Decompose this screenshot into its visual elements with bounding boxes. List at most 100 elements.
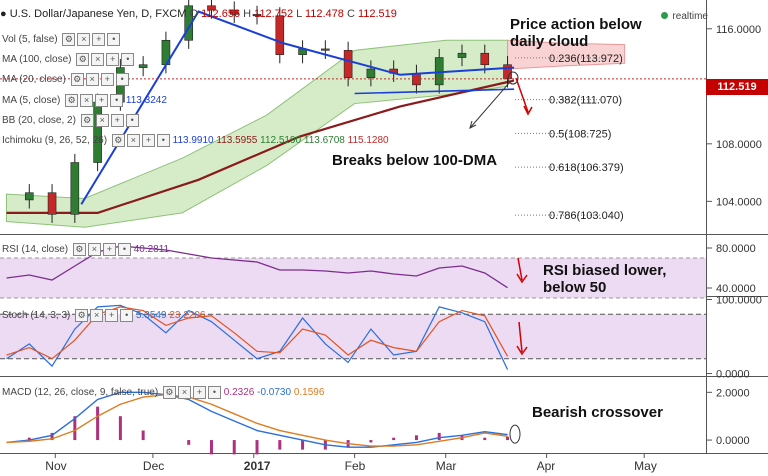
candle-body: [321, 48, 330, 51]
fib-level-label: 0.382(111.070): [549, 95, 622, 107]
rsi-line: [6, 245, 508, 289]
legend-macd[interactable]: MACD (12, 26, close, 9, false, true) ⚙ × +…: [2, 386, 324, 399]
rsi-band: [0, 258, 706, 298]
y-tick-label: 116.0000: [716, 24, 761, 36]
candle-body: [275, 15, 285, 55]
settings-icon[interactable]: ⚙: [76, 53, 90, 66]
pair-title: U.S. Dollar/Japanese Yen, D, FXCM: [9, 8, 187, 20]
ichimoku-value-spanA: 113.6708: [303, 135, 345, 147]
close-icon[interactable]: ×: [91, 53, 105, 66]
candle-body: [343, 50, 353, 78]
settings-icon[interactable]: ⚙: [75, 309, 89, 322]
candle-body: [47, 192, 57, 215]
annotation-breaks-ma100: Breaks below 100-DMA: [332, 152, 498, 169]
settings-icon[interactable]: ⚙: [65, 94, 79, 107]
more-icon[interactable]: •: [117, 243, 131, 256]
macd-signal-line: [6, 394, 508, 447]
macd-value: -0.0730: [257, 387, 292, 399]
settings-icon[interactable]: ⚙: [70, 73, 84, 86]
stoch-arrow: [516, 321, 528, 356]
more-icon[interactable]: •: [120, 309, 134, 322]
x-tick-label: Nov: [45, 459, 66, 473]
settings-icon[interactable]: ⚙: [62, 33, 76, 46]
low-label: L: [296, 8, 302, 20]
macd-signal-value: 0.1596: [293, 387, 325, 399]
candle-body: [24, 192, 34, 201]
close-icon[interactable]: ×: [85, 73, 99, 86]
legend-ma5[interactable]: MA (5, close) ⚙ × + • 113.3242: [2, 94, 167, 107]
add-icon[interactable]: +: [110, 114, 124, 127]
close-icon[interactable]: ×: [77, 33, 91, 46]
rsi-value: 40.2811: [133, 244, 170, 256]
more-icon[interactable]: •: [207, 386, 221, 399]
highlight-circle: [507, 71, 519, 85]
crossover-circle: [509, 424, 521, 444]
fib-level-label: 0.236(113.972): [549, 53, 623, 65]
x-tick-label: May: [634, 459, 657, 473]
macd-hist-value: 0.2326: [223, 387, 255, 399]
fib-level-label: 0.5(108.725): [549, 128, 611, 140]
legend-ichimoku[interactable]: Ichimoku (9, 26, 52, 26) ⚙ × + • 113.9910 1…: [2, 134, 389, 147]
settings-icon[interactable]: ⚙: [162, 386, 176, 399]
x-tick-label: Apr: [537, 459, 556, 473]
more-icon[interactable]: •: [125, 114, 139, 127]
annotation-rsi: RSI biased lower, below 50: [543, 262, 667, 296]
add-icon[interactable]: +: [141, 134, 155, 147]
legend-ma20[interactable]: MA (20, close) ⚙ × + •: [2, 73, 129, 86]
legend-ma100-label: MA (100, close): [2, 54, 72, 66]
candle-body: [252, 14, 262, 17]
annotation-price-action: Price action below daily cloud: [510, 16, 642, 50]
fib-level-label: 0.786(103.040): [549, 210, 624, 222]
add-icon[interactable]: +: [192, 386, 206, 399]
more-icon[interactable]: •: [110, 94, 124, 107]
y-tick-label: 2.0000: [716, 387, 750, 399]
close-icon[interactable]: ×: [177, 386, 191, 399]
ma5-value: 113.3242: [125, 95, 167, 107]
candle-body: [138, 64, 148, 68]
bearish-arrow: [515, 77, 529, 113]
legend-ma100[interactable]: MA (100, close) ⚙ × + •: [2, 53, 135, 66]
close-icon[interactable]: ×: [87, 243, 101, 256]
add-icon[interactable]: +: [92, 33, 106, 46]
flag-icon: ●: [0, 8, 7, 20]
close-icon[interactable]: ×: [80, 94, 94, 107]
settings-icon[interactable]: ⚙: [72, 243, 86, 256]
open-value: 112.656: [201, 8, 241, 20]
y-tick-label: 100.0000: [716, 294, 762, 306]
add-icon[interactable]: +: [106, 53, 120, 66]
close-icon[interactable]: ×: [90, 309, 104, 322]
close-icon[interactable]: ×: [126, 134, 140, 147]
stoch-k-line: [6, 304, 509, 370]
legend-rsi[interactable]: RSI (14, close) ⚙ × + • 40.2811: [2, 243, 169, 256]
candle-body: [70, 162, 80, 215]
more-icon[interactable]: •: [121, 53, 135, 66]
ma5-line: [80, 10, 515, 205]
add-icon[interactable]: +: [95, 94, 109, 107]
add-icon[interactable]: +: [105, 309, 119, 322]
legend-rsi-label: RSI (14, close): [2, 244, 69, 256]
y-tick-label: 0.0000: [716, 435, 750, 447]
more-icon[interactable]: •: [156, 134, 170, 147]
add-icon[interactable]: +: [102, 243, 116, 256]
add-icon[interactable]: +: [100, 73, 114, 86]
support-trendline: [354, 88, 515, 95]
more-icon[interactable]: •: [107, 33, 121, 46]
legend-bb[interactable]: BB (20, close, 2) ⚙ × + •: [2, 114, 139, 127]
close-icon[interactable]: ×: [95, 114, 109, 127]
x-tick-label: Feb: [345, 459, 366, 473]
candle-body: [184, 5, 194, 41]
pointer-arrow: [469, 81, 511, 129]
legend-stoch[interactable]: Stoch (14, 3, 3) ⚙ × + • 5.3549 23.2206: [2, 309, 205, 322]
settings-icon[interactable]: ⚙: [80, 114, 94, 127]
high-label: H: [243, 8, 252, 20]
legend-bb-label: BB (20, close, 2): [2, 115, 76, 127]
candle-body: [457, 52, 467, 58]
settings-icon[interactable]: ⚙: [111, 134, 125, 147]
legend-vol[interactable]: Vol (5, false) ⚙ × + •: [2, 33, 121, 46]
more-icon[interactable]: •: [115, 73, 129, 86]
fib-level-label: 0.618(106.379): [549, 162, 624, 174]
legend-ma5-label: MA (5, close): [2, 95, 61, 107]
legend-ma20-label: MA (20, close): [2, 74, 66, 86]
legend-ichimoku-label: Ichimoku (9, 26, 52, 26): [2, 135, 108, 147]
